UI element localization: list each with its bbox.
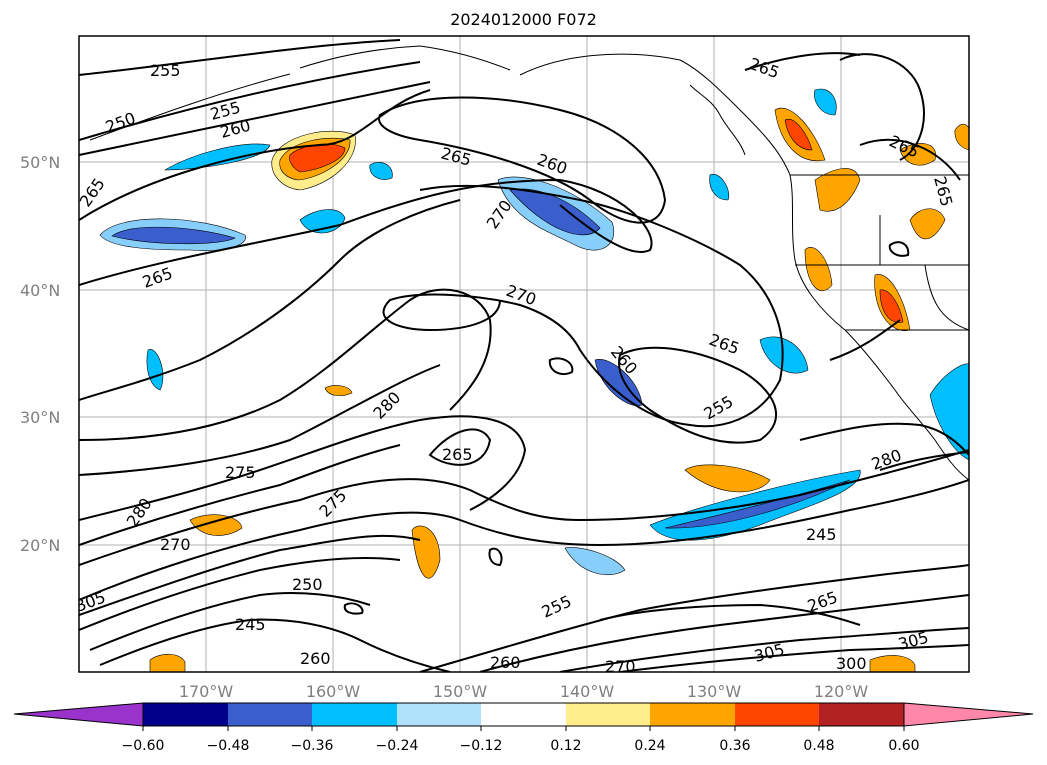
shaded-fields xyxy=(99,88,969,672)
colorbar-tick-label: −0.48 xyxy=(207,738,250,754)
positive-anomaly-patch xyxy=(784,118,813,151)
negative-anomaly-patch xyxy=(594,359,643,407)
colorbar-tick-label: 0.12 xyxy=(550,738,581,754)
negative-anomaly-patch xyxy=(759,336,809,374)
contour-labels: 255 255 250 260 265 265 265 260 270 270 … xyxy=(79,54,956,676)
longitude-labels: 170°W 160°W 150°W 140°W 130°W 120°W xyxy=(179,682,869,701)
colorbar-segment xyxy=(650,703,735,726)
map-title: 2024012000 F072 xyxy=(450,10,597,29)
negative-anomaly-patch xyxy=(664,479,851,529)
colorbar-tick-label: −0.36 xyxy=(291,738,334,754)
contour-label: 260 xyxy=(490,653,521,672)
map-panel: 255 255 250 260 265 265 265 260 270 270 … xyxy=(79,36,969,676)
negative-anomaly-patch xyxy=(814,88,837,116)
colorbar-ticks xyxy=(142,726,905,731)
negative-anomaly-patch xyxy=(146,349,164,391)
contour-label: 250 xyxy=(292,575,323,594)
contour-label: 265 xyxy=(442,445,473,464)
positive-anomaly-patch xyxy=(684,464,771,493)
negative-anomaly-patch xyxy=(369,161,393,180)
colorbar-frame xyxy=(142,702,905,727)
colorbar-tick-label: −0.60 xyxy=(122,738,165,754)
positive-anomaly-patch xyxy=(804,247,833,291)
colorbar-tick-label: 0.24 xyxy=(634,738,665,754)
colorbar-segment xyxy=(819,703,904,726)
colorbar-extend-right xyxy=(903,702,1034,727)
lon-label: 130°W xyxy=(687,682,742,701)
lat-label: 40°N xyxy=(20,281,60,300)
colorbar-tick-label: −0.24 xyxy=(376,738,419,754)
positive-anomaly-patch xyxy=(149,653,186,672)
colorbar-tick-label: −0.12 xyxy=(460,738,503,754)
colorbar-segment xyxy=(481,703,566,726)
negative-anomaly-patch xyxy=(709,173,730,201)
positive-anomaly-patch xyxy=(879,289,904,323)
colorbar-segment xyxy=(566,703,650,726)
map-frame xyxy=(78,35,970,673)
negative-anomaly-patch xyxy=(564,547,626,576)
lat-label: 20°N xyxy=(20,536,60,555)
lon-label: 150°W xyxy=(433,682,488,701)
negative-anomaly-patch xyxy=(509,188,601,236)
contour-label: 245 xyxy=(235,615,266,634)
contour-label: 270 xyxy=(605,657,636,676)
positive-anomaly-patch xyxy=(909,208,946,240)
contour-lines xyxy=(79,39,969,672)
negative-anomaly-patch xyxy=(111,226,236,245)
lat-label: 50°N xyxy=(20,153,60,172)
colorbar-tick-label: 0.48 xyxy=(803,738,834,754)
positive-anomaly-patch xyxy=(954,123,969,151)
colorbar-segment xyxy=(397,703,481,726)
colorbar-segment xyxy=(143,703,228,726)
contour-label: 245 xyxy=(806,525,837,544)
coastlines xyxy=(89,45,969,481)
colorbar-tick-label: 0.36 xyxy=(719,738,750,754)
colorbar-tick-label: 0.60 xyxy=(888,738,919,754)
contour-label: 270 xyxy=(160,535,191,554)
colorbar-segment xyxy=(735,703,819,726)
positive-anomaly-patch xyxy=(324,385,353,397)
lon-label: 170°W xyxy=(179,682,234,701)
lon-label: 140°W xyxy=(560,682,615,701)
lon-label: 120°W xyxy=(814,682,869,701)
positive-anomaly-patch xyxy=(814,168,861,212)
colorbar-segment xyxy=(228,703,312,726)
contour-label: 275 xyxy=(225,463,256,482)
contour-label: 260 xyxy=(300,649,331,668)
latitude-labels: 50°N 40°N 30°N 20°N xyxy=(20,153,60,555)
lat-label: 30°N xyxy=(20,408,60,427)
contour-label: 255 xyxy=(150,61,181,80)
colorbar-extend-left xyxy=(13,702,144,727)
lon-label: 160°W xyxy=(306,682,361,701)
negative-anomaly-patch xyxy=(929,363,969,461)
positive-anomaly-patch xyxy=(189,514,243,536)
colorbar: −0.60 −0.48 −0.36 −0.24 −0.12 0.12 0.24 … xyxy=(13,702,1034,754)
positive-anomaly-patch xyxy=(869,655,916,672)
colorbar-segment xyxy=(312,703,397,726)
contour-label: 300 xyxy=(836,654,867,673)
